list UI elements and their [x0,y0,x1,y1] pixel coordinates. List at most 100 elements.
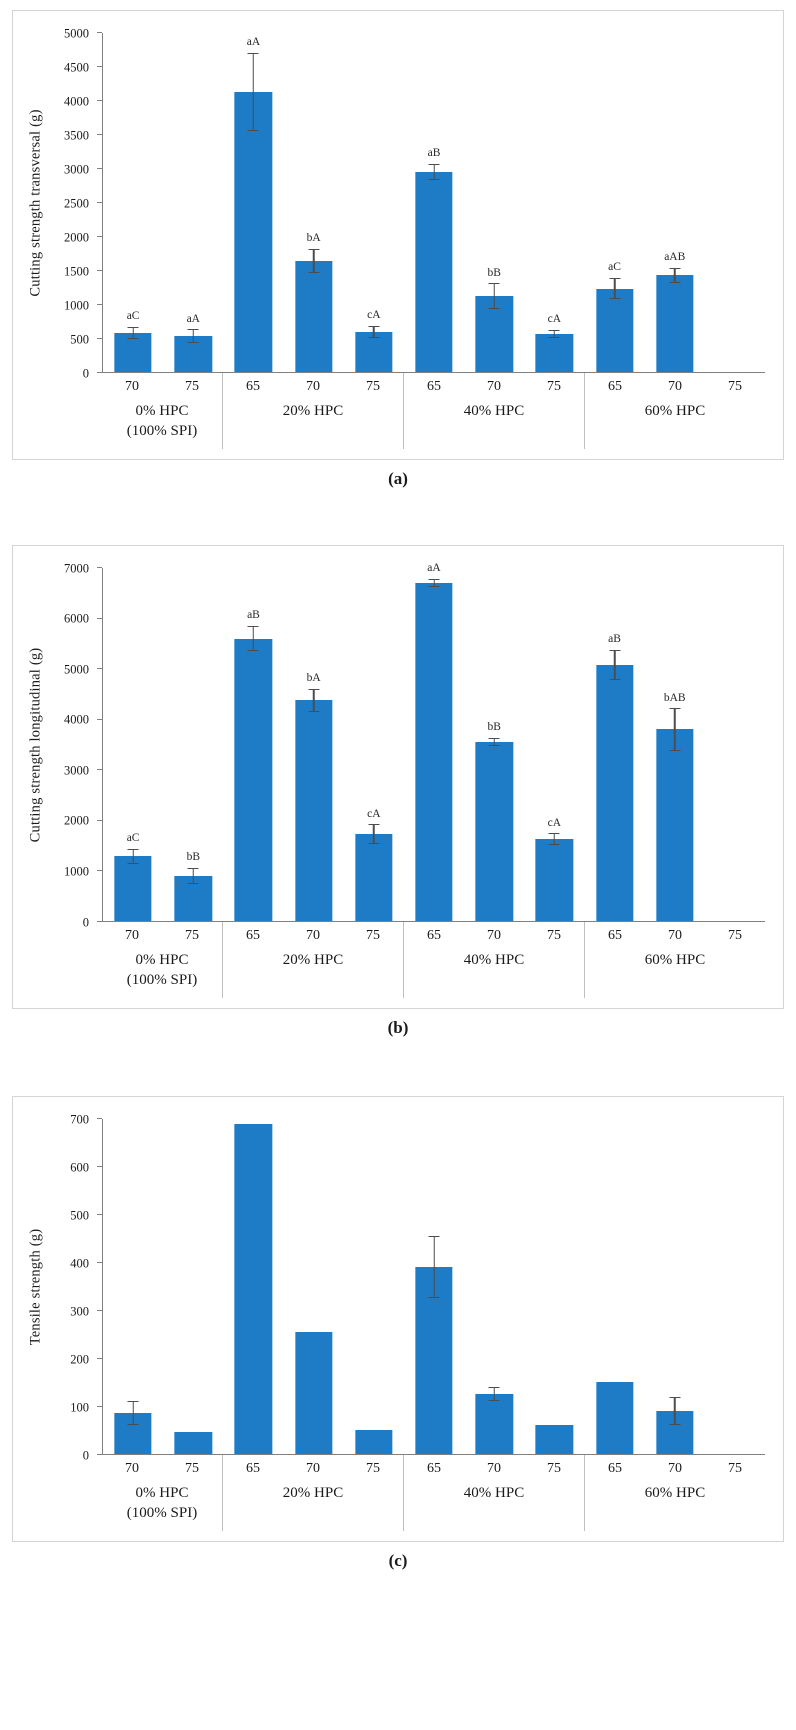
bar-slot [645,1119,705,1454]
significance-label: bB [487,721,501,734]
error-bar [428,579,440,588]
x-category-label: 70 [306,378,320,394]
y-tick-mark [97,1454,102,1455]
category-row: 65 70 75 [404,922,584,949]
bar-slot: aC [103,33,163,372]
bar-slot [103,1119,163,1454]
bar-slot: cA [344,33,404,372]
bar-slot: cA [524,33,584,372]
error-bar [669,267,681,283]
category-row: 65 70 75 [223,922,403,949]
y-tick-mark [97,870,102,872]
bar [415,172,453,372]
category-row: 65 70 75 [585,1455,765,1482]
panel-caption-a: (a) [388,469,408,488]
bar [355,332,393,372]
x-category-label: 75 [185,1460,199,1476]
y-tick-label: 0 [82,914,89,929]
y-tick-mark [97,1262,102,1263]
bar [535,1425,574,1454]
significance-label: cA [367,807,381,820]
x-category-label: 75 [728,927,742,943]
significance-label: bA [306,671,321,684]
bar-group: aB bB cA [404,33,585,372]
label-group: 65 70 75 20% HPC [222,373,403,449]
group-label: 60% HPC [644,403,706,419]
y-tick-label: 2500 [64,195,89,210]
error-bar [127,326,139,339]
label-group: 65 70 75 40% HPC [403,922,584,998]
error-bar [127,1401,139,1426]
bar-slot [705,33,765,372]
error-bar [187,329,199,343]
significance-label: aA [246,36,261,49]
label-group: 70 75 0% HPC (100% SPI) [102,1455,222,1531]
label-group: 65 70 75 60% HPC [584,373,765,449]
y-tick-label: 600 [70,1159,89,1174]
significance-label: aB [427,147,441,160]
error-bar [368,824,380,845]
error-bar [247,52,259,132]
chart-panel-b: Cutting strength longitudinal (g) 0 1000 2… [12,545,784,1009]
error-bar [127,848,139,865]
category-row: 65 70 75 [585,922,765,949]
plot-row: Cutting strength longitudinal (g) 0 1000 2… [21,562,765,928]
significance-label: aA [427,562,441,575]
x-category-label: 75 [185,378,199,394]
error-bar [609,277,621,300]
group-label: 20% HPC [282,1485,344,1501]
y-tick-marks [97,32,102,373]
y-tick-label: 0 [82,1447,89,1462]
category-row: 65 70 75 [223,373,403,400]
x-category-label: 65 [608,1460,622,1476]
error-bar [669,708,681,751]
y-tick-mark [97,270,102,271]
bar-slot [705,1119,765,1454]
bar-group: aB bAB [584,568,765,921]
x-category-label: 70 [125,1460,139,1476]
y-tick-mark [97,1358,102,1359]
y-tick-label: 4500 [64,59,89,74]
y-axis-title-column: Cutting strength longitudinal (g) [21,568,51,922]
bar [535,334,574,372]
error-bar [548,329,560,339]
y-tick-mark [97,202,102,203]
bar-group: aC bB [103,568,223,921]
y-tick-mark [97,668,102,670]
significance-label: aB [608,633,621,646]
bar [355,1430,393,1454]
y-tick-mark [97,338,102,339]
group-label: 60% HPC [644,1485,706,1501]
bar-slot: bB [464,33,524,372]
y-tick-mark [97,372,102,373]
bar [114,332,152,372]
bar [234,1123,273,1454]
significance-label: aAB [664,250,686,263]
bar-slot [344,1119,404,1454]
bar-group: aC aAB [584,33,765,372]
bar [595,288,634,372]
y-tick-mark [97,1406,102,1407]
significance-label: bA [306,231,321,244]
error-bar [488,1387,500,1402]
bar-slot [464,1119,524,1454]
y-tick-mark [97,236,102,237]
group-label: 0% HPC (100% SPI) [126,1485,198,1521]
category-row: 65 70 75 [585,373,765,400]
y-tick-label: 1000 [64,864,89,879]
significance-label: cA [547,816,562,829]
bar-group: aB bA cA [223,568,404,921]
y-tick-label: 5000 [64,661,89,676]
group-label: 0% HPC (100% SPI) [126,403,198,439]
bar-slot: bA [284,33,344,372]
bar-group [103,1119,223,1454]
x-category-label: 70 [487,927,501,943]
x-category-label: 70 [125,378,139,394]
x-category-label: 65 [608,378,622,394]
bar-group [223,1119,404,1454]
y-tick-label: 700 [70,1111,89,1126]
category-row: 70 75 [102,922,222,949]
error-bar [247,626,259,652]
label-group: 65 70 75 60% HPC [584,922,765,998]
y-axis-title: Cutting strength transversal (g) [27,109,44,297]
